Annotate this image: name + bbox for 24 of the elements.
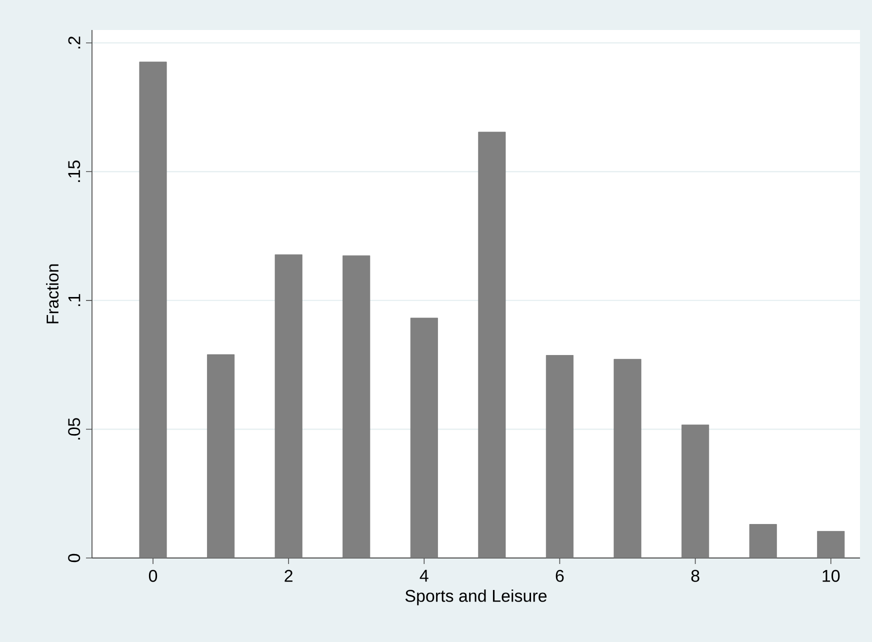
- bar: [410, 318, 438, 558]
- x-tick-label: 10: [822, 570, 840, 582]
- bar: [817, 531, 845, 558]
- bar: [546, 355, 574, 558]
- x-tick-label: 8: [691, 570, 700, 582]
- y-tick-label: .15: [68, 160, 80, 182]
- y-tick-label: 0: [68, 554, 80, 562]
- y-tick-label: .2: [68, 36, 80, 48]
- bar: [682, 424, 710, 558]
- x-tick-label: 0: [148, 570, 158, 582]
- bar: [478, 132, 506, 558]
- x-tick-label: 6: [556, 570, 564, 582]
- y-axis-title: Fraction: [46, 264, 59, 324]
- y-tick-label: .1: [68, 294, 80, 306]
- x-axis-title: Sports and Leisure: [405, 589, 547, 606]
- bar: [139, 62, 167, 558]
- bar: [342, 255, 370, 558]
- x-tick-label: 4: [420, 570, 428, 582]
- bar: [274, 254, 302, 558]
- x-tick-label: 2: [284, 570, 292, 582]
- bar: [749, 524, 777, 558]
- bar: [207, 354, 235, 558]
- y-tick-label: .05: [68, 418, 80, 440]
- bar: [614, 358, 642, 558]
